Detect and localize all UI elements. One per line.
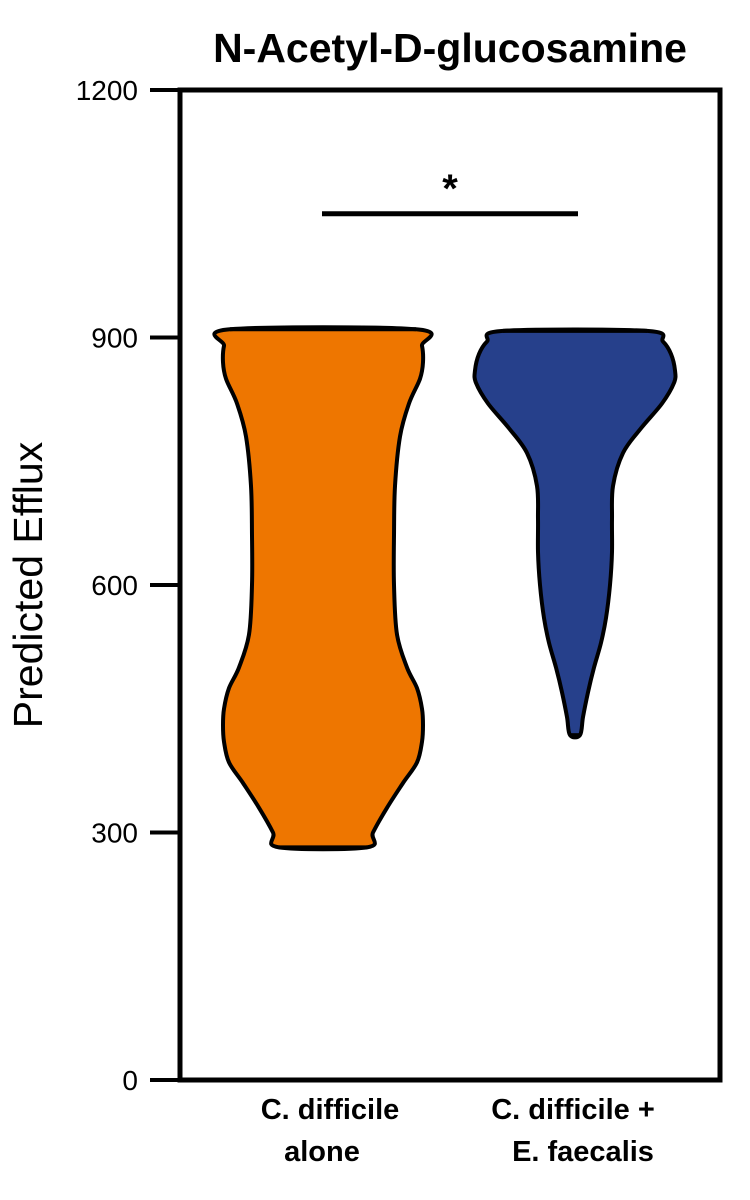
- significance-annotation: *: [322, 167, 578, 217]
- violin-body: [212, 325, 434, 852]
- x-category-label: C. difficile: [261, 1094, 400, 1126]
- x-category-label: alone: [284, 1136, 360, 1168]
- y-axis-label: Predicted Efflux: [5, 441, 51, 728]
- x-category-label: E. faecalis: [512, 1136, 654, 1168]
- violin-plot-area: [212, 325, 678, 852]
- x-category-label: C. difficile +: [491, 1094, 655, 1126]
- y-axis: 0 300 600 900 1200: [76, 75, 180, 1096]
- y-tick-label: 1200: [76, 75, 138, 106]
- violin-c-difficile-alone: [212, 325, 434, 852]
- y-tick-label: 900: [91, 323, 138, 354]
- plot-frame: [177, 87, 723, 1083]
- y-tick-label: 0: [122, 1065, 138, 1096]
- x-axis-labels: C. difficile alone C. difficile + E. fae…: [261, 1094, 655, 1168]
- chart-title: N-Acetyl-D-glucosamine: [213, 25, 687, 71]
- significance-star: *: [442, 167, 458, 211]
- y-tick-label: 300: [91, 818, 138, 849]
- y-tick-label: 600: [91, 570, 138, 601]
- violin-c-difficile-e-faecalis: [472, 327, 678, 740]
- violin-body: [472, 327, 678, 740]
